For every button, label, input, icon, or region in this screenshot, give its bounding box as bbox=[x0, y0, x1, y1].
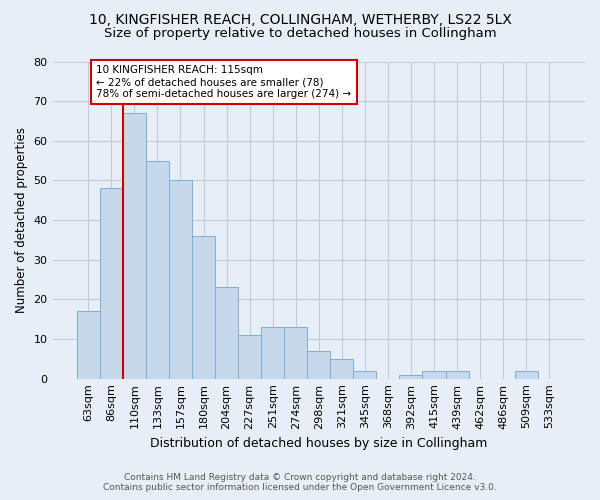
Bar bbox=[169, 180, 192, 378]
Text: Contains HM Land Registry data © Crown copyright and database right 2024.
Contai: Contains HM Land Registry data © Crown c… bbox=[103, 473, 497, 492]
Y-axis label: Number of detached properties: Number of detached properties bbox=[15, 127, 28, 313]
Text: 10 KINGFISHER REACH: 115sqm
← 22% of detached houses are smaller (78)
78% of sem: 10 KINGFISHER REACH: 115sqm ← 22% of det… bbox=[97, 66, 352, 98]
Bar bbox=[146, 160, 169, 378]
Bar bbox=[284, 327, 307, 378]
Bar bbox=[400, 374, 422, 378]
Bar bbox=[422, 371, 446, 378]
X-axis label: Distribution of detached houses by size in Collingham: Distribution of detached houses by size … bbox=[150, 437, 487, 450]
Bar bbox=[100, 188, 123, 378]
Bar bbox=[77, 312, 100, 378]
Bar bbox=[238, 335, 261, 378]
Bar bbox=[515, 371, 538, 378]
Text: Size of property relative to detached houses in Collingham: Size of property relative to detached ho… bbox=[104, 28, 496, 40]
Bar bbox=[261, 327, 284, 378]
Bar bbox=[215, 288, 238, 378]
Text: 10, KINGFISHER REACH, COLLINGHAM, WETHERBY, LS22 5LX: 10, KINGFISHER REACH, COLLINGHAM, WETHER… bbox=[89, 12, 511, 26]
Bar bbox=[307, 351, 330, 378]
Bar bbox=[353, 371, 376, 378]
Bar bbox=[192, 236, 215, 378]
Bar bbox=[446, 371, 469, 378]
Bar bbox=[330, 359, 353, 378]
Bar bbox=[123, 113, 146, 378]
